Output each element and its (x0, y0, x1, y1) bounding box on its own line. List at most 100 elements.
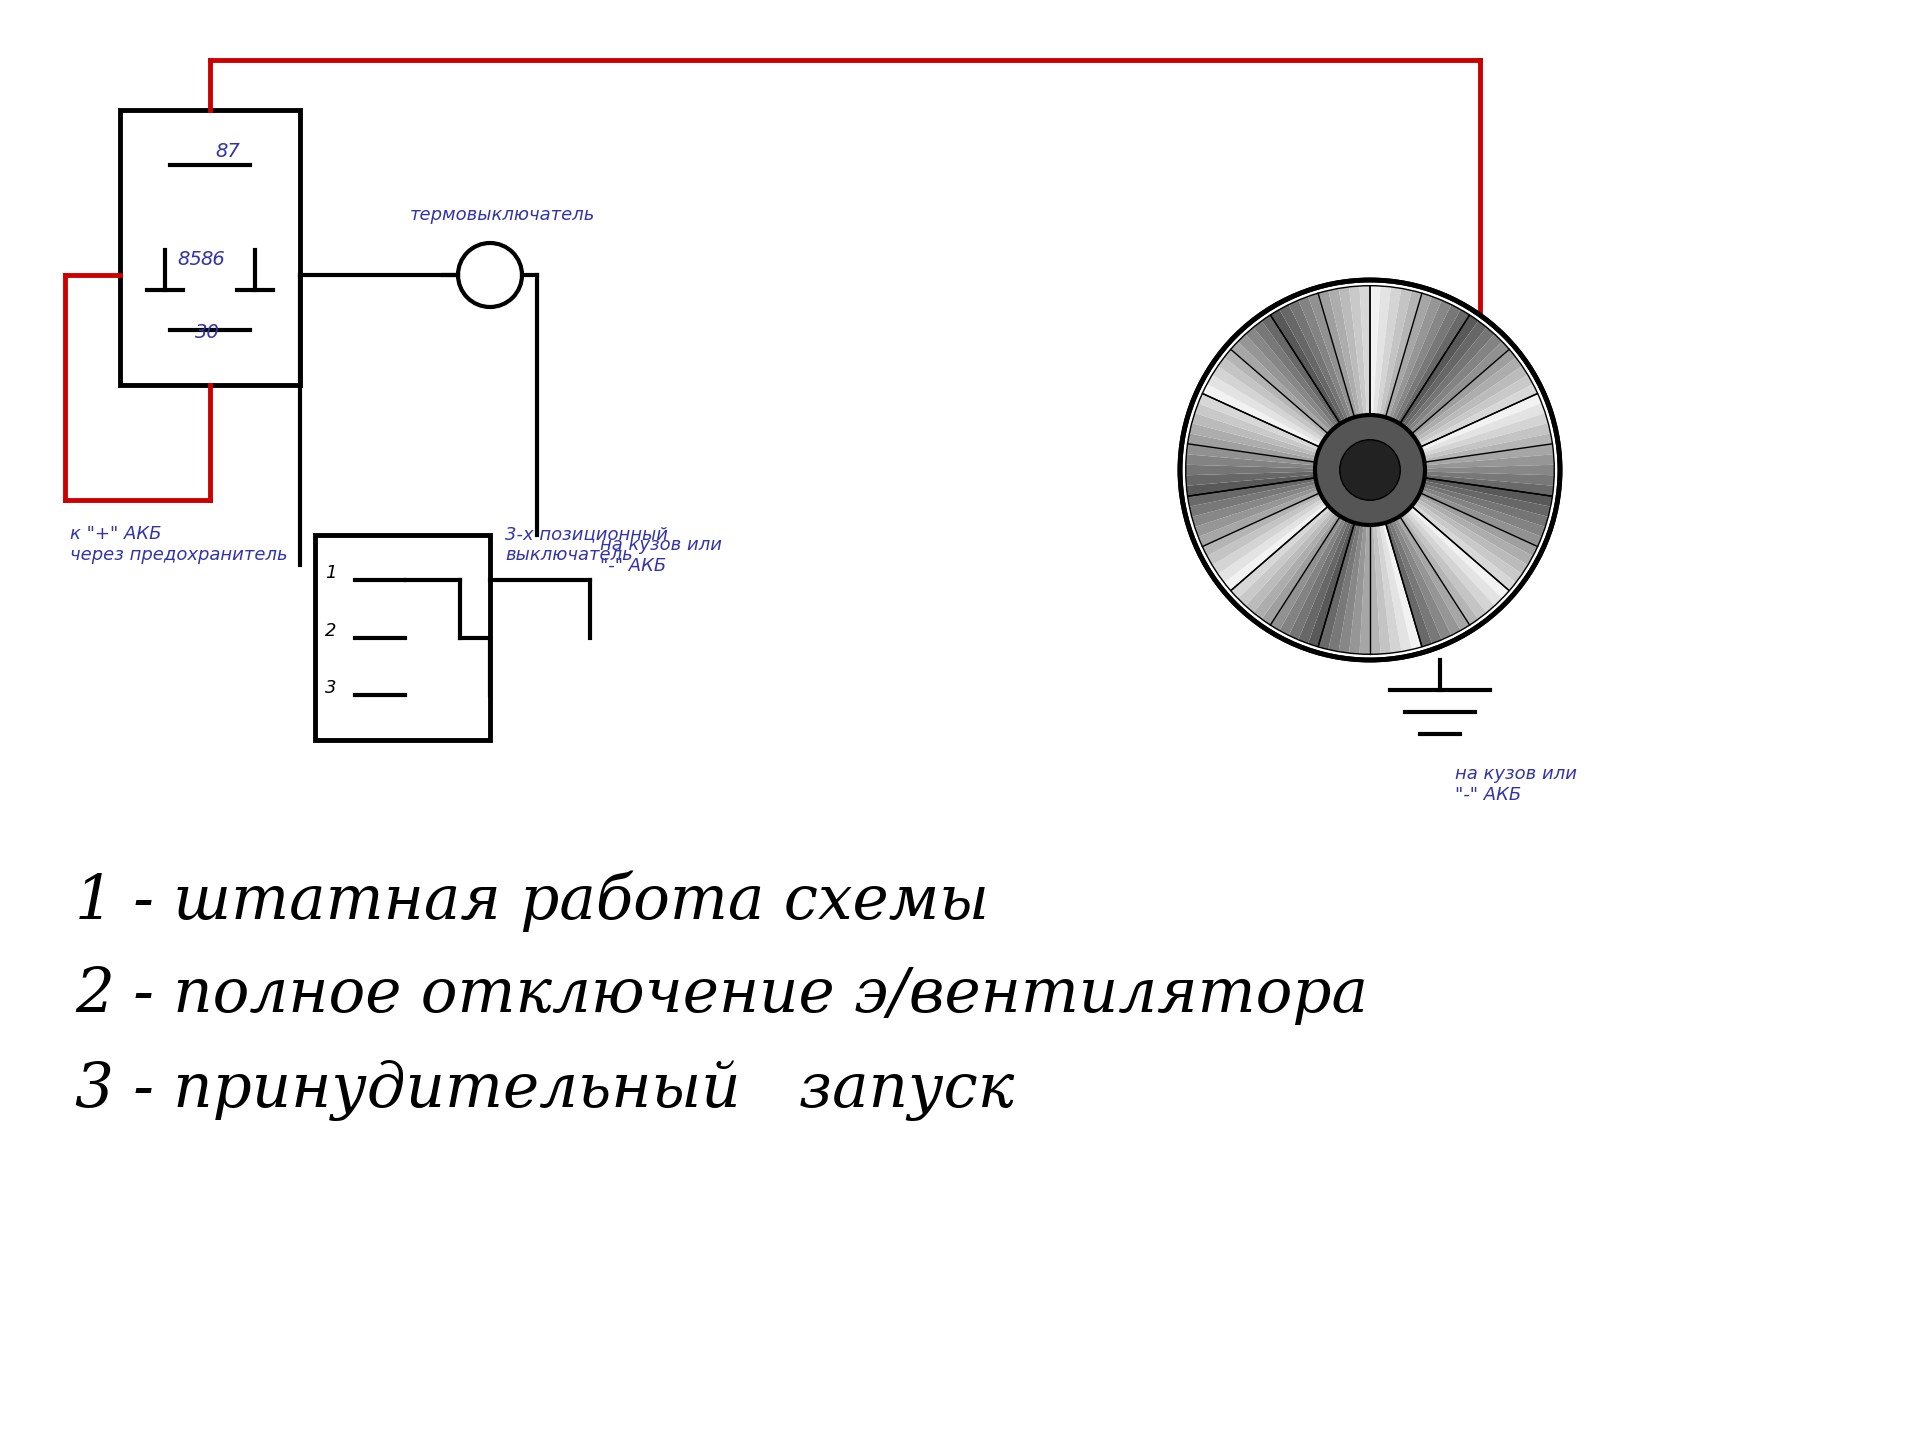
Text: 1 - штатная работа схемы: 1 - штатная работа схемы (75, 870, 989, 932)
Wedge shape (1338, 523, 1363, 654)
Wedge shape (1396, 514, 1469, 631)
Text: 87: 87 (215, 143, 240, 161)
Wedge shape (1402, 511, 1486, 619)
Wedge shape (1288, 518, 1350, 639)
Wedge shape (1231, 505, 1332, 599)
Wedge shape (1208, 374, 1325, 445)
Wedge shape (1359, 523, 1371, 654)
Wedge shape (1407, 505, 1509, 599)
Circle shape (1181, 279, 1559, 660)
Wedge shape (1419, 487, 1546, 537)
Wedge shape (1423, 475, 1553, 497)
Wedge shape (1279, 517, 1346, 635)
Wedge shape (1198, 393, 1321, 451)
Text: 86: 86 (200, 251, 225, 269)
Wedge shape (1423, 465, 1555, 475)
Wedge shape (1384, 520, 1432, 647)
Wedge shape (1394, 517, 1461, 635)
Wedge shape (1188, 423, 1319, 459)
Text: 2 - полное отключение э/вентилятора: 2 - полное отключение э/вентилятора (75, 965, 1367, 1025)
Bar (315, 536, 490, 740)
Wedge shape (1187, 444, 1317, 465)
Wedge shape (1187, 454, 1317, 468)
Wedge shape (1187, 471, 1317, 485)
Wedge shape (1212, 497, 1327, 575)
Wedge shape (1329, 288, 1361, 418)
Wedge shape (1423, 433, 1553, 462)
Wedge shape (1359, 285, 1371, 418)
Wedge shape (1254, 321, 1338, 429)
Wedge shape (1421, 423, 1551, 459)
Wedge shape (1413, 497, 1528, 575)
Wedge shape (1188, 478, 1317, 507)
Wedge shape (1419, 490, 1542, 547)
Wedge shape (1225, 350, 1331, 438)
Wedge shape (1261, 513, 1342, 625)
Wedge shape (1202, 492, 1323, 556)
Text: 1: 1 (324, 564, 336, 582)
Text: 30: 30 (196, 323, 219, 341)
Wedge shape (1417, 384, 1538, 448)
Wedge shape (1308, 520, 1356, 647)
Wedge shape (1390, 518, 1452, 639)
Text: 3-х позиционный
выключатель: 3-х позиционный выключатель (505, 526, 668, 564)
Wedge shape (1423, 478, 1553, 507)
Wedge shape (1246, 510, 1336, 612)
Wedge shape (1411, 500, 1523, 583)
Wedge shape (1400, 315, 1478, 428)
Wedge shape (1405, 507, 1501, 606)
Wedge shape (1394, 305, 1461, 423)
Wedge shape (1377, 287, 1402, 418)
Text: 2: 2 (324, 622, 336, 639)
Wedge shape (1271, 310, 1344, 425)
Wedge shape (1231, 341, 1332, 435)
Wedge shape (1402, 321, 1486, 429)
Wedge shape (1415, 495, 1532, 564)
Wedge shape (1317, 521, 1357, 649)
Wedge shape (1188, 481, 1319, 517)
Wedge shape (1350, 287, 1367, 418)
Wedge shape (1409, 503, 1517, 590)
Wedge shape (1350, 523, 1367, 654)
Wedge shape (1298, 297, 1352, 420)
Circle shape (1315, 415, 1425, 526)
Wedge shape (1404, 510, 1494, 612)
Wedge shape (1288, 300, 1350, 422)
Wedge shape (1421, 481, 1551, 517)
Wedge shape (1373, 523, 1390, 654)
Wedge shape (1188, 433, 1317, 462)
Wedge shape (1377, 523, 1402, 654)
Text: к "+" АКБ
через предохранитель: к "+" АКБ через предохранитель (69, 526, 288, 564)
Wedge shape (1404, 327, 1494, 431)
Wedge shape (1423, 444, 1553, 465)
Wedge shape (1373, 287, 1390, 418)
Wedge shape (1298, 518, 1352, 644)
Wedge shape (1405, 334, 1501, 433)
Wedge shape (1187, 475, 1317, 497)
Wedge shape (1379, 521, 1411, 652)
Wedge shape (1192, 484, 1319, 527)
Text: 3 - принудительный   запуск: 3 - принудительный запуск (75, 1060, 1014, 1120)
Wedge shape (1238, 334, 1334, 433)
Wedge shape (1217, 500, 1329, 583)
Wedge shape (1194, 487, 1321, 537)
Wedge shape (1202, 384, 1323, 448)
Wedge shape (1261, 315, 1342, 428)
Text: 3: 3 (324, 678, 336, 697)
Wedge shape (1187, 465, 1317, 475)
Wedge shape (1279, 305, 1346, 423)
Wedge shape (1423, 454, 1553, 468)
Wedge shape (1390, 300, 1452, 422)
Wedge shape (1419, 403, 1546, 454)
Text: термовыключатель: термовыключатель (411, 206, 595, 225)
Wedge shape (1308, 294, 1356, 420)
Wedge shape (1415, 374, 1532, 445)
Wedge shape (1400, 513, 1478, 625)
Wedge shape (1371, 523, 1380, 654)
Text: 85: 85 (177, 251, 202, 269)
Wedge shape (1411, 357, 1523, 441)
Wedge shape (1396, 310, 1469, 425)
Wedge shape (1217, 357, 1329, 441)
Wedge shape (1409, 350, 1517, 438)
Wedge shape (1246, 327, 1336, 431)
